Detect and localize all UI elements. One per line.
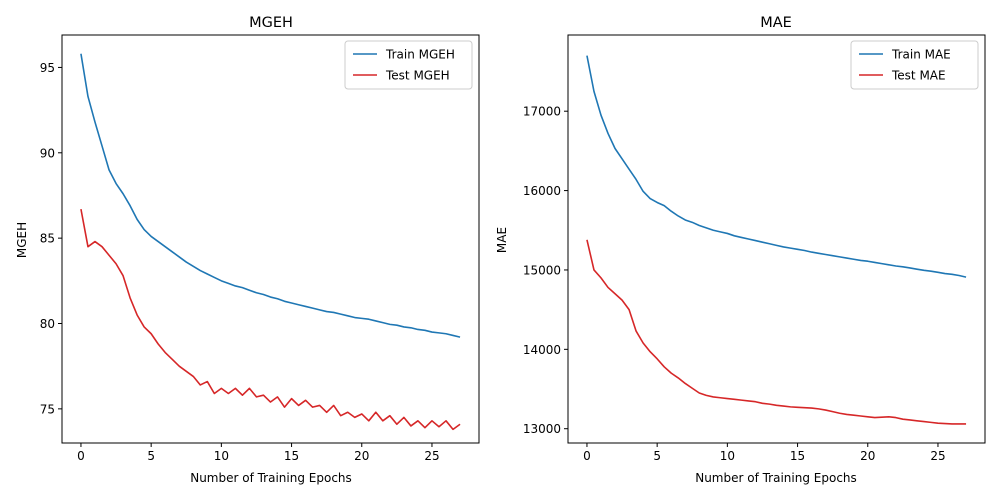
mgeh-x-tick-label-1: 5 — [147, 449, 155, 463]
mae-series-line-0 — [586, 55, 967, 278]
mgeh-series-line-1 — [80, 208, 461, 431]
mgeh-x-tick-label-5: 25 — [424, 449, 439, 463]
mae-y-tick-label-2: 15000 — [523, 263, 561, 277]
mae-x-tick-label-3: 15 — [790, 449, 805, 463]
mgeh-x-axis-label: Number of Training Epochs — [190, 471, 352, 485]
mae-y-tick-label-4: 17000 — [523, 105, 561, 119]
mgeh-panel: MGEH Number of Training Epochs MGEH 0 5 10… — [15, 15, 480, 485]
mae-x-tick-label-4: 20 — [860, 449, 875, 463]
mae-x-tick-label-1: 5 — [653, 449, 661, 463]
mae-panel-title: MAE — [760, 15, 792, 31]
mae-legend-box — [850, 40, 979, 90]
mgeh-x-tick-label-4: 20 — [354, 449, 369, 463]
mgeh-y-tick-label-1: 80 — [40, 317, 55, 331]
mae-ticks: 0 5 10 15 20 25 13000 14000 15000 16000 17000 — [523, 105, 946, 463]
mgeh-lines — [80, 53, 461, 431]
mgeh-y-axis-label: MGEH — [15, 222, 29, 258]
mgeh-ticks: 0 5 10 15 20 25 75 80 85 90 95 — [40, 61, 440, 463]
mae-y-tick-label-3: 16000 — [523, 184, 561, 198]
mae-x-axis-label: Number of Training Epochs — [695, 471, 857, 485]
mae-y-axis-label: MAE — [495, 227, 509, 253]
mgeh-series-line-0 — [80, 53, 461, 338]
mae-legend-label-0: Train MAE — [891, 48, 951, 62]
mgeh-y-tick-label-3: 90 — [40, 146, 55, 160]
mgeh-y-tick-label-0: 75 — [40, 402, 55, 416]
mgeh-y-tick-label-4: 95 — [40, 61, 55, 75]
mae-lines — [586, 55, 967, 425]
mgeh-axes-frame — [61, 34, 480, 444]
mae-panel: MAE Number of Training Epochs MAE 0 5 10 15… — [495, 15, 986, 485]
mae-x-tick-label-0: 0 — [583, 449, 591, 463]
mae-x-tick-label-5: 25 — [930, 449, 945, 463]
mgeh-panel-title: MGEH — [249, 15, 293, 31]
mae-x-tick-label-2: 10 — [720, 449, 735, 463]
mae-y-tick-label-0: 13000 — [523, 422, 561, 436]
mgeh-legend: Train MGEH Test MGEH — [344, 40, 473, 90]
mgeh-x-tick-label-3: 15 — [284, 449, 299, 463]
mae-series-line-1 — [586, 239, 967, 425]
mae-legend-label-1: Test MAE — [891, 69, 946, 83]
mae-axes-frame — [567, 34, 986, 444]
mgeh-legend-label-1: Test MGEH — [385, 69, 450, 83]
mgeh-x-tick-label-2: 10 — [214, 449, 229, 463]
mgeh-legend-label-0: Train MGEH — [385, 48, 455, 62]
mgeh-y-tick-label-2: 85 — [40, 232, 55, 246]
mae-y-tick-label-1: 14000 — [523, 343, 561, 357]
mgeh-legend-box — [344, 40, 473, 90]
mae-legend: Train MAE Test MAE — [850, 40, 979, 90]
mgeh-x-tick-label-0: 0 — [77, 449, 85, 463]
